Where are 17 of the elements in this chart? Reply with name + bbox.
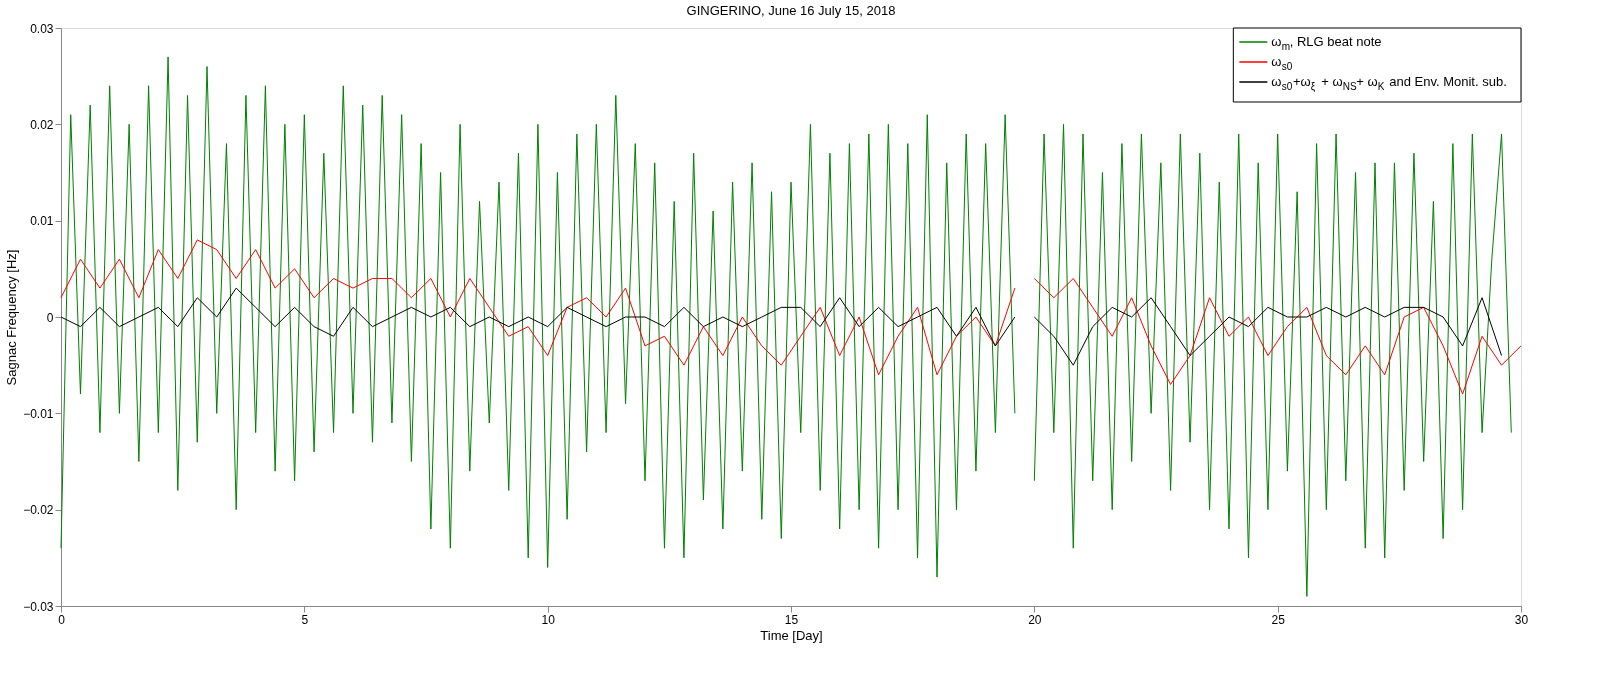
x-tick-label: 30 xyxy=(1514,612,1529,627)
x-axis-title: Time [Day] xyxy=(760,627,823,643)
y-axis-title: Sagnac Frequency [Hz] xyxy=(4,249,20,386)
y-tick-label: 0.01 xyxy=(30,214,54,229)
y-tick-label: 0.02 xyxy=(30,117,54,132)
x-tick-label: 20 xyxy=(1028,612,1042,627)
chart-title: GINGERINO, June 16 July 15, 2018 xyxy=(686,3,896,18)
y-tick-label: 0 xyxy=(46,310,54,325)
y-tick-label: −0.03 xyxy=(23,599,54,614)
x-tick-label: 5 xyxy=(301,612,309,627)
x-tick-label: 0 xyxy=(58,612,66,627)
x-tick-label: 25 xyxy=(1271,612,1286,627)
x-tick-label: 15 xyxy=(784,612,799,627)
x-tick-label: 10 xyxy=(541,612,556,627)
y-tick-label: −0.02 xyxy=(23,503,54,518)
y-tick-label: −0.01 xyxy=(23,406,54,421)
y-tick-label: 0.03 xyxy=(30,21,54,36)
